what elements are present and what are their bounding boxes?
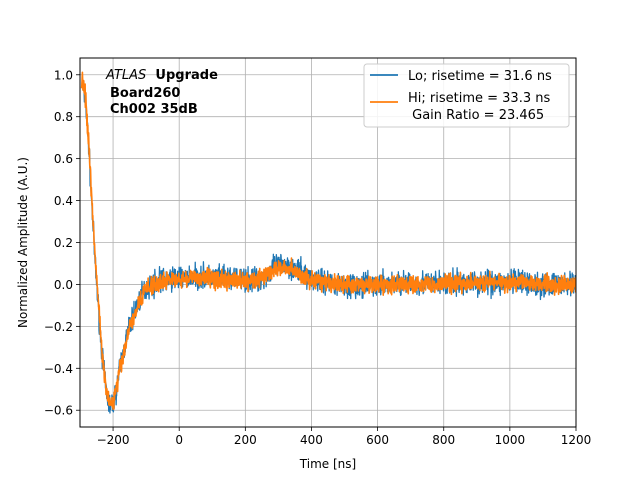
- legend-label-gain-ratio: Gain Ratio = 23.465: [408, 108, 544, 123]
- x-axis-label: Time [ns]: [299, 457, 356, 471]
- y-tick-label: 0.6: [54, 152, 73, 166]
- ticks: −200 0 200 400 600 800 1000 1200 −0.6 −0.4 −0.2 0.0…: [44, 68, 591, 447]
- y-tick-label: 0.0: [54, 278, 73, 292]
- y-tick-label: −0.2: [44, 320, 73, 334]
- series-layer: [80, 71, 576, 414]
- x-tick-label: 600: [366, 433, 389, 447]
- upgrade-label: Upgrade: [155, 68, 218, 83]
- legend-box: [363, 63, 570, 128]
- legend: Lo; risetime = 31.6 ns Hi; risetime = 33…: [363, 63, 570, 128]
- channel-label: Ch002 35dB: [110, 102, 198, 117]
- x-tick-label: 1200: [561, 433, 592, 447]
- y-tick-label: −0.6: [44, 404, 73, 418]
- legend-label-lo: Lo; risetime = 31.6 ns: [408, 69, 552, 84]
- atlas-label-line: ATLAS Upgrade: [105, 68, 218, 83]
- y-tick-label: 1.0: [54, 68, 73, 82]
- x-tick-label: −200: [97, 433, 130, 447]
- y-tick-label: 0.2: [54, 236, 73, 250]
- board-label: Board260: [110, 86, 180, 101]
- x-tick-label: 0: [175, 433, 183, 447]
- y-tick-label: −0.4: [44, 362, 73, 376]
- y-tick-label: 0.8: [54, 110, 73, 124]
- legend-label-hi: Hi; risetime = 33.3 ns: [408, 91, 550, 106]
- y-axis-label: Normalized Amplitude (A.U.): [16, 157, 30, 328]
- series-line-hi: [80, 71, 576, 411]
- x-tick-label: 200: [234, 433, 257, 447]
- x-tick-label: 1000: [495, 433, 526, 447]
- atlas-label: ATLAS: [105, 68, 146, 83]
- y-tick-label: 0.4: [54, 194, 73, 208]
- atlas-annotation: ATLAS Upgrade Board260 Ch002 35dB: [105, 68, 218, 117]
- x-tick-label: 400: [300, 433, 323, 447]
- x-tick-label: 800: [432, 433, 455, 447]
